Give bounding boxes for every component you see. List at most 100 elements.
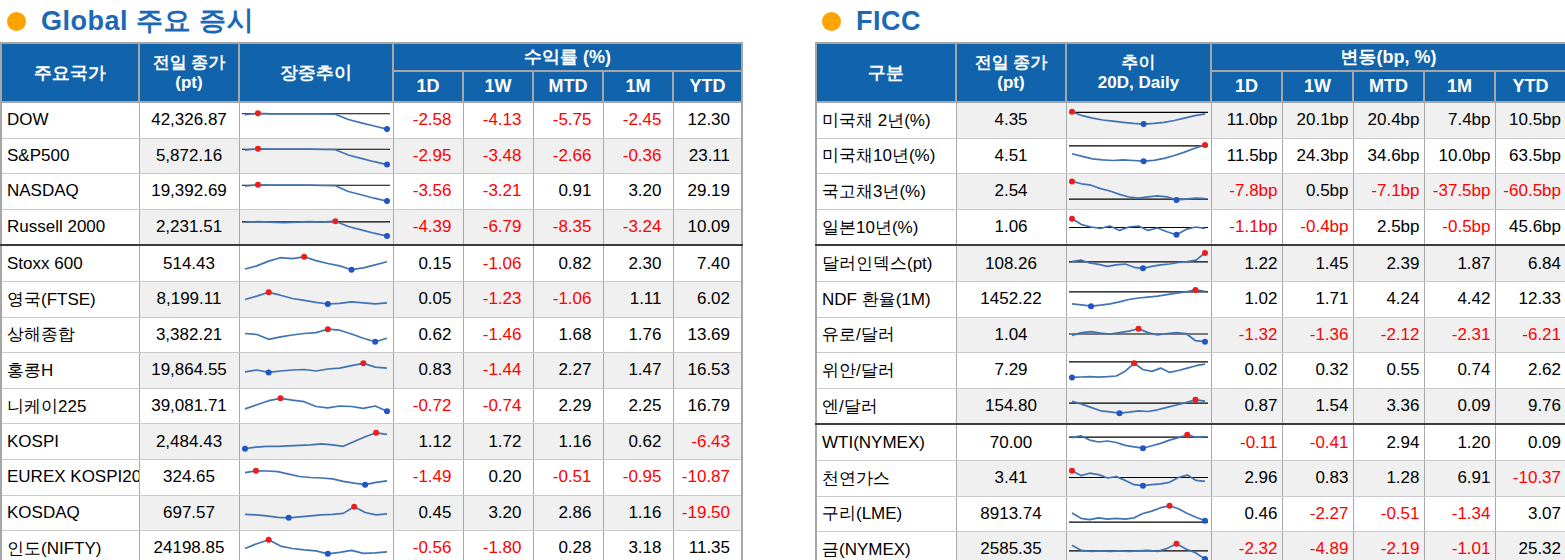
prev-close-value: 7.29 (956, 353, 1066, 389)
sparkline-cell (239, 388, 393, 424)
period-change-value: 2.5bp (1353, 209, 1424, 245)
trend-sparkline (241, 248, 391, 279)
trend-sparkline (241, 105, 391, 136)
period-change-value: 63.5bp (1495, 138, 1565, 174)
min-dot-icon (372, 339, 378, 345)
header-prev-close-line2: (pt) (957, 73, 1065, 93)
sparkline-cell (239, 281, 393, 317)
period-change-value: -0.72 (393, 388, 463, 424)
min-dot-icon (384, 162, 390, 168)
period-change-value: 2.94 (1353, 424, 1424, 460)
sparkline-cell (1066, 174, 1211, 210)
period-change-value: -0.51 (533, 459, 603, 495)
header-prev-close-line1: 전일 종가 (140, 53, 238, 73)
instrument-name: Russell 2000 (1, 209, 139, 245)
header-trend-line2: 20D, Daily (1067, 73, 1210, 93)
instrument-name: NDF 환율(1M) (816, 281, 956, 317)
period-change-value: 3.20 (463, 495, 533, 531)
table-row: 미국채 2년(%)4.3511.0bp20.1bp20.4bp7.4bp10.5… (816, 102, 1565, 138)
min-dot-icon (1140, 445, 1146, 451)
period-change-value: 2.27 (533, 353, 603, 389)
period-change-value: -2.32 (1211, 532, 1282, 560)
period-change-value: 20.4bp (1353, 102, 1424, 138)
trend-sparkline (1068, 212, 1209, 243)
table-row: 달러인덱스(pt)108.261.221.452.391.876.84 (816, 245, 1565, 281)
table-row: 일본10년(%)1.06-1.1bp-0.4bp2.5bp-0.5bp45.6b… (816, 209, 1565, 245)
table-row: 금(NYMEX)2585.35-2.32-4.89-2.19-1.0125.32 (816, 532, 1565, 560)
period-change-value: 16.53 (673, 353, 742, 389)
period-change-value: 9.76 (1495, 388, 1565, 424)
header-trend-20d: 추이 20D, Daily (1066, 43, 1211, 102)
header-change-group: 변동(bp, %) (1211, 43, 1565, 71)
table-row: NASDAQ19,392.69-3.56-3.210.913.2029.19 (1, 174, 742, 210)
period-change-value: -2.95 (393, 138, 463, 174)
sparkline-cell (239, 317, 393, 353)
instrument-name: KOSDAQ (1, 495, 139, 531)
trend-sparkline (1068, 391, 1209, 422)
min-dot-icon (325, 301, 331, 307)
max-dot-icon (1136, 326, 1142, 332)
ficc-table: 구분 전일 종가 (pt) 추이 20D, Daily 변동(bp, %) 1D… (815, 42, 1565, 560)
period-change-value: 13.69 (673, 317, 742, 353)
prev-close-value: 39,081.71 (139, 388, 239, 424)
max-dot-icon (1069, 468, 1075, 474)
prev-close-value: 24198.85 (139, 531, 239, 560)
period-change-value: 1.12 (393, 424, 463, 460)
period-change-value: 1.54 (1282, 388, 1353, 424)
period-change-value: -1.49 (393, 459, 463, 495)
header-1w: 1W (1282, 71, 1353, 102)
header-prev-close-line2: (pt) (140, 73, 238, 93)
table-row: 국고채3년(%)2.54-7.8bp0.5bp-7.1bp-37.5bp-60.… (816, 174, 1565, 210)
min-dot-icon (349, 267, 355, 273)
period-change-value: 0.05 (393, 281, 463, 317)
period-change-value: -1.1bp (1211, 209, 1282, 245)
period-change-value: 4.42 (1424, 281, 1495, 317)
period-change-value: 2.96 (1211, 460, 1282, 496)
sparkline-cell (1066, 532, 1211, 560)
trend-sparkline (241, 497, 391, 528)
min-dot-icon (325, 551, 331, 557)
table-row: 엔/달러154.800.871.543.360.099.76 (816, 388, 1565, 424)
period-change-value: 1.45 (1282, 245, 1353, 281)
period-change-value: 2.86 (533, 495, 603, 531)
period-change-value: -7.8bp (1211, 174, 1282, 210)
trend-sparkline (241, 176, 391, 207)
min-dot-icon (266, 369, 272, 375)
period-change-value: 1.02 (1211, 281, 1282, 317)
period-change-value: 10.09 (673, 209, 742, 245)
period-change-value: 0.09 (1424, 388, 1495, 424)
sparkline-cell (1066, 388, 1211, 424)
max-dot-icon (1193, 287, 1199, 293)
prev-close-value: 154.80 (956, 388, 1066, 424)
max-dot-icon (1184, 432, 1190, 438)
max-dot-icon (301, 254, 307, 260)
period-change-value: 34.6bp (1353, 138, 1424, 174)
sparkline-cell (1066, 317, 1211, 353)
instrument-name: 달러인덱스(pt) (816, 245, 956, 281)
sparkline-cell (239, 495, 393, 531)
period-change-value: -1.44 (463, 353, 533, 389)
header-country: 주요국가 (1, 43, 139, 102)
trend-sparkline (1068, 319, 1209, 350)
period-change-value: 0.46 (1211, 496, 1282, 532)
table-row: NDF 환율(1M)1452.221.021.714.244.4212.33 (816, 281, 1565, 317)
min-dot-icon (1088, 303, 1094, 309)
global-markets-table: 주요국가 전일 종가 (pt) 장중추이 수익률 (%) 1D 1W MTD 1… (0, 42, 743, 560)
period-change-value: -3.24 (603, 209, 673, 245)
min-dot-icon (1141, 121, 1147, 127)
trend-sparkline (1068, 427, 1209, 458)
table-row: WTI(NYMEX)70.00-0.11-0.412.941.200.09 (816, 424, 1565, 460)
sparkline-cell (1066, 138, 1211, 174)
min-dot-icon (1174, 231, 1180, 237)
table-row: 구리(LME)8913.740.46-2.27-0.51-1.343.07 (816, 496, 1565, 532)
trend-sparkline (241, 533, 391, 560)
instrument-name: NASDAQ (1, 174, 139, 210)
header-ytd: YTD (673, 71, 742, 102)
sparkline-cell (239, 459, 393, 495)
max-dot-icon (351, 504, 357, 510)
period-change-value: 7.40 (673, 245, 742, 281)
period-change-value: 3.20 (603, 174, 673, 210)
period-change-value: 0.55 (1353, 353, 1424, 389)
prev-close-value: 2.54 (956, 174, 1066, 210)
prev-close-value: 42,326.87 (139, 102, 239, 138)
